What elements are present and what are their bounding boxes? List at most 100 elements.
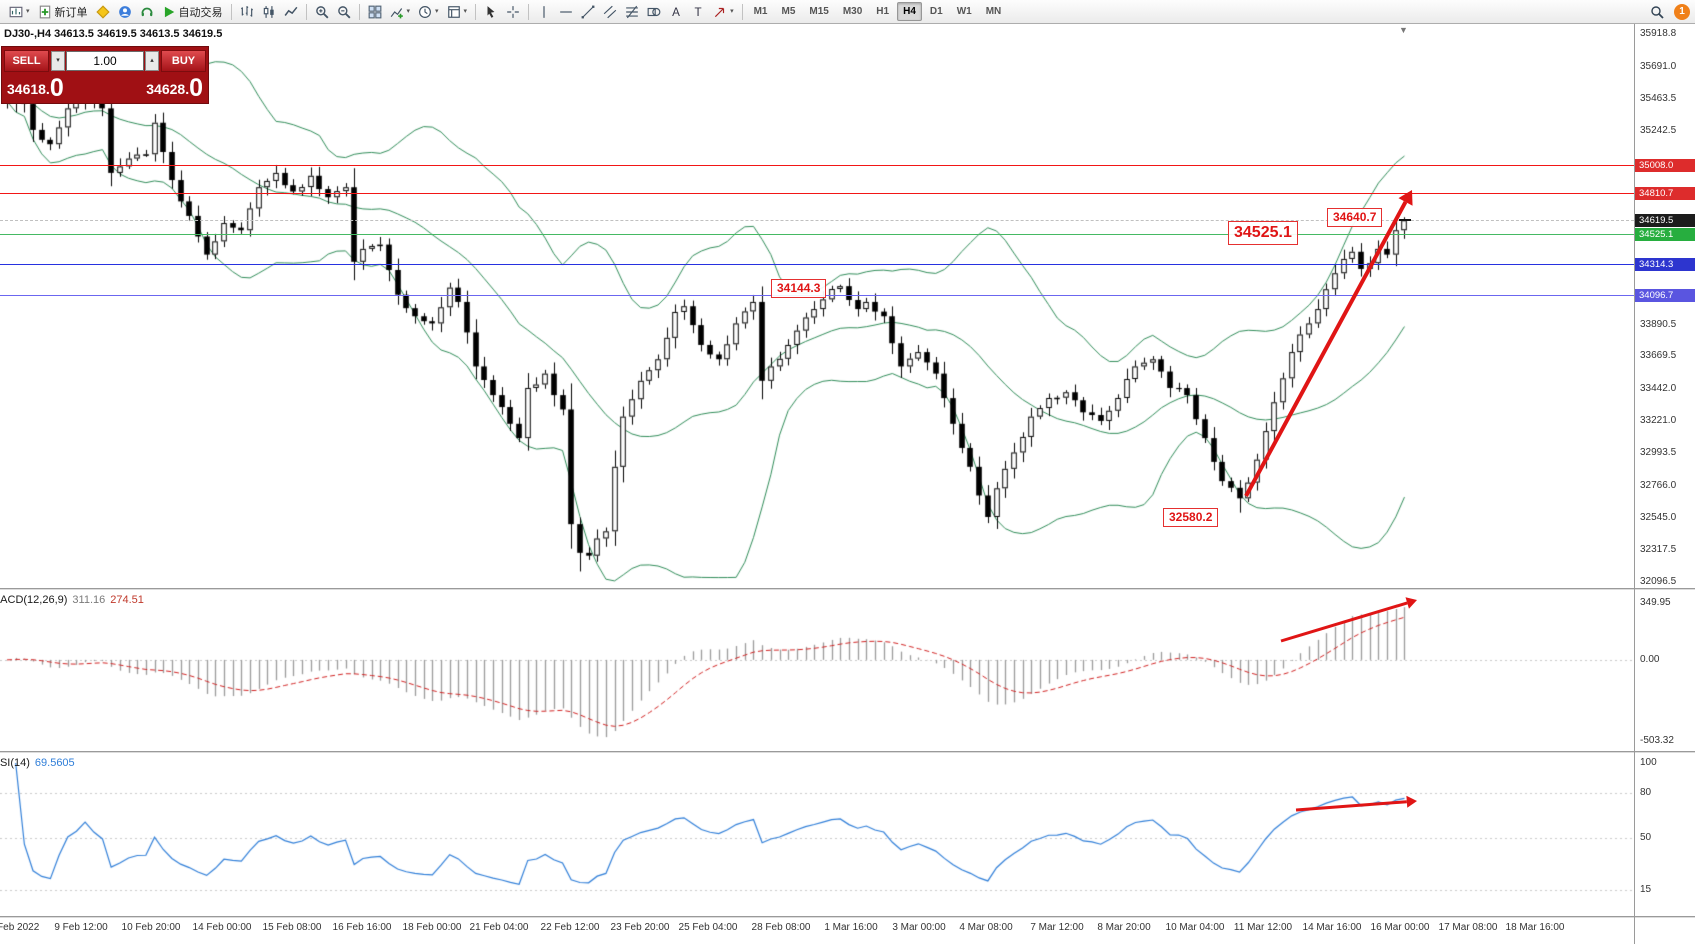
line-chart-button[interactable] [280,2,302,22]
horizontal-line-tool-button[interactable] [555,2,577,22]
svg-text:T: T [695,6,702,19]
y-axis-tick: 33442.0 [1640,383,1677,395]
x-axis-label: 16 Mar 00:00 [1370,922,1430,933]
price-annotation[interactable]: 32580.2 [1163,508,1219,527]
price-annotation[interactable]: 34525.1 [1228,221,1298,245]
pane-separator[interactable] [0,588,1695,591]
x-axis-label: 3 Mar 00:00 [892,922,946,933]
price-annotation[interactable]: 34640.7 [1327,208,1383,227]
new-chart-button[interactable]: ▾ [5,2,34,22]
candlestick-chart-button[interactable] [258,2,280,22]
trade-panel-controls: SELL BUY [4,49,206,73]
macd-name: MACD(12,26,9) [0,594,68,606]
macd-signal-value: 274.51 [110,594,144,606]
dropdown-caret-icon: ▾ [406,7,411,15]
rsi-axis-label: 80 [1640,786,1652,798]
timeframe-m1-button[interactable]: M1 [753,6,768,17]
pane-separator[interactable] [0,751,1695,754]
zoom-out-button[interactable] [333,2,355,22]
y-axis-tick: 32766.0 [1640,480,1677,491]
horizontal-level-line[interactable] [0,193,1634,194]
indicators-icon [390,5,404,19]
toolbar-separator [741,3,743,20]
toolbar-separator [358,3,360,20]
x-axis-label: 18 Feb 00:00 [402,922,462,933]
volume-increase-button[interactable] [145,51,159,71]
timeframe-d1-button[interactable]: D1 [929,6,943,17]
bar-chart-button[interactable] [236,2,258,22]
volume-input[interactable] [66,51,144,71]
new-order-icon [38,5,52,19]
price-axis-separator [1634,24,1635,944]
sell-button[interactable]: SELL [4,50,49,72]
chart-ohlc-info: DJ30-,H4 34613.5 34619.5 34613.5 34619.5 [4,28,223,40]
channel-tool-button[interactable] [599,2,621,22]
pane-separator[interactable] [0,916,1695,919]
timeframe-m15-button[interactable]: M15 [809,6,829,17]
new-order-button[interactable]: 新订单 [34,2,92,22]
x-axis-label: 10 Feb 20:00 [121,922,181,933]
clock-icon [418,5,432,19]
chart-shift-marker[interactable] [1399,25,1408,35]
x-axis-label: 15 Feb 08:00 [262,922,322,933]
volume-decrease-button[interactable] [51,51,65,71]
trendline-tool-button[interactable] [577,2,599,22]
label-tool-button[interactable]: T [687,2,709,22]
x-axis-label: 25 Feb 04:00 [678,922,738,933]
fibonacci-tool-button[interactable] [621,2,643,22]
y-axis-tick: 33669.5 [1640,350,1677,362]
community-button[interactable] [114,2,136,22]
x-axis-label: 21 Feb 04:00 [469,922,529,933]
y-axis-tick: 32096.5 [1640,576,1677,587]
cursor-tool-button[interactable] [480,2,502,22]
indicators-button[interactable]: ▾ [386,2,415,22]
price-chart-canvas[interactable] [0,24,1634,588]
timeframe-w1-button[interactable]: W1 [956,6,972,17]
rsi-value: 69.5605 [34,757,75,769]
notification-badge[interactable]: 1 [1674,3,1690,20]
text-icon: A [669,5,683,19]
x-axis-label: 17 Mar 08:00 [1438,922,1498,933]
x-axis-label: 22 Feb 12:00 [540,922,600,933]
crosshair-tool-button[interactable] [502,2,524,22]
support-button[interactable] [136,2,158,22]
y-axis-tick: 35691.0 [1640,60,1677,72]
autotrading-button[interactable]: 自动交易 [158,2,227,22]
horizontal-level-line[interactable] [0,165,1634,166]
x-axis-label: 10 Mar 04:00 [1165,922,1225,933]
fibo-icon [625,5,639,19]
periods-button[interactable]: ▾ [414,2,443,22]
metaeditor-button[interactable] [92,2,114,22]
y-axis-tick: 35242.5 [1640,124,1677,136]
timeframe-m5-button[interactable]: M5 [781,6,796,17]
crosshair-icon [506,5,520,19]
rsi-pane-canvas[interactable] [0,754,1634,916]
candles-icon [262,5,276,19]
vertical-line-tool-button[interactable] [533,2,555,22]
support-icon [140,5,154,19]
timeframe-h4-button[interactable]: H4 [897,2,922,21]
macd-pane-canvas[interactable] [0,591,1634,751]
rsi-axis-label: 100 [1640,757,1657,768]
macd-axis-label: -503.32 [1640,735,1674,746]
arrows-tool-button[interactable]: ▾ [709,2,738,22]
horizontal-level-line[interactable] [0,234,1634,235]
arrow-icon [713,5,727,19]
toolbar: ▾ 新订单 自动交易 ▾ ▾ ▾ A T ▾ M1 M5 M15 M30 H1 H4 D1 W1 MN 1 [0,0,1695,24]
price-annotation[interactable]: 34144.3 [771,279,827,298]
search-button[interactable] [1646,2,1668,22]
macd-indicator-label: MACD(12,26,9) 311.16 274.51 [0,594,149,606]
buy-button[interactable]: BUY [161,50,206,72]
horizontal-level-line[interactable] [0,264,1634,265]
shapes-tool-button[interactable] [643,2,665,22]
templates-button[interactable]: ▾ [443,2,472,22]
timeframe-h1-button[interactable]: H1 [876,6,890,17]
toolbar-right-group: 1 [1646,2,1690,22]
tile-windows-button[interactable] [364,2,386,22]
timeframe-m30-button[interactable]: M30 [842,6,863,17]
zoom-in-button[interactable] [311,2,333,22]
dropdown-caret-icon: ▾ [463,7,468,15]
text-tool-button[interactable]: A [665,2,687,22]
chart-window: DJ30-,H4 34613.5 34619.5 34613.5 34619.5… [0,24,1695,944]
timeframe-mn-button[interactable]: MN [985,6,1002,17]
